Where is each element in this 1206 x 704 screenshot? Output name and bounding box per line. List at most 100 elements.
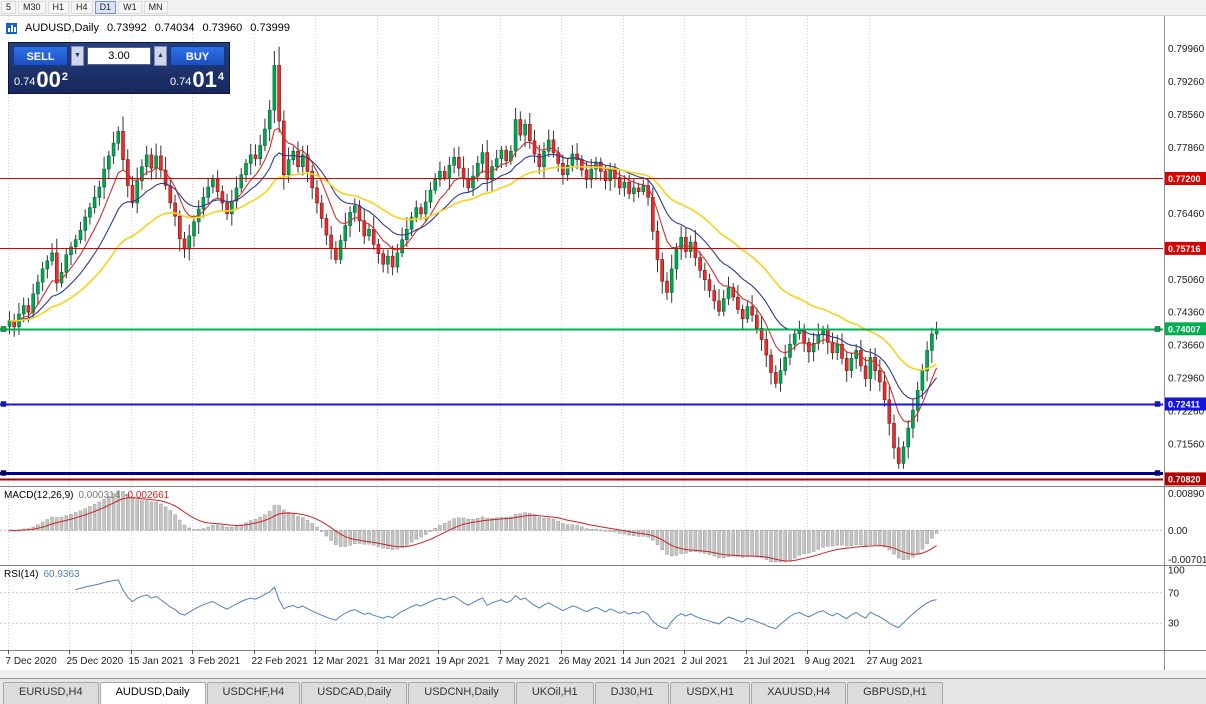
svg-text:0.00890: 0.00890	[1168, 489, 1205, 500]
volume-increase-button[interactable]: ▲	[154, 46, 167, 66]
moving-average-lines	[9, 127, 938, 424]
chart-icon	[6, 22, 17, 34]
line-handle-left[interactable]	[0, 401, 7, 407]
chart-tab-DJ30-H1[interactable]: DJ30,H1	[594, 682, 670, 704]
timeframe-button-H4[interactable]: H4	[71, 1, 93, 14]
ma-line-17	[9, 152, 938, 400]
svg-text:0.78560: 0.78560	[1168, 110, 1205, 121]
chart-tab-USDCNH-Daily[interactable]: USDCNH,Daily	[408, 682, 515, 704]
line-handle-left[interactable]	[0, 470, 7, 476]
svg-text:2 Jul 2021: 2 Jul 2021	[682, 656, 729, 667]
macd-signal-line	[9, 497, 937, 562]
timeframe-button-M30[interactable]: M30	[18, 1, 46, 14]
svg-text:0.72960: 0.72960	[1168, 374, 1205, 385]
svg-text:0.72411: 0.72411	[1168, 400, 1200, 410]
svg-text:0.75716: 0.75716	[1168, 244, 1201, 254]
svg-text:27 Aug 2021: 27 Aug 2021	[867, 656, 924, 667]
buy-price: 0.74 01 4	[169, 67, 224, 92]
svg-text:0.74007: 0.74007	[1168, 324, 1201, 334]
svg-text:0.79960: 0.79960	[1168, 44, 1205, 55]
volume-decrease-button[interactable]: ▼	[71, 46, 84, 66]
svg-text:0.77200: 0.77200	[1168, 174, 1201, 184]
rsi-indicator	[0, 579, 1163, 630]
timeframe-button-H1[interactable]: H1	[47, 1, 70, 14]
timeframe-button-MN[interactable]: MN	[143, 1, 168, 14]
price-tag-0.75716	[1165, 241, 1206, 255]
sell-button[interactable]: SELL	[13, 46, 68, 66]
rsi-line	[75, 579, 937, 630]
chart-tab-AUDUSD-Daily[interactable]: AUDUSD,Daily	[99, 682, 206, 704]
ohlc-low: 0.73960	[202, 22, 243, 34]
svg-text:0.77860: 0.77860	[1168, 143, 1205, 154]
svg-text:3 Feb 2021: 3 Feb 2021	[190, 656, 241, 667]
svg-text:0.73660: 0.73660	[1168, 341, 1205, 352]
svg-text:26 May 2021: 26 May 2021	[559, 656, 617, 667]
price-tag-0.74007	[1165, 322, 1206, 336]
ohlc-close: 0.73999	[250, 22, 291, 34]
triangle-up-icon: ▲	[157, 52, 164, 59]
svg-text:31 Mar 2021: 31 Mar 2021	[375, 656, 432, 667]
timeframe-button-W1[interactable]: W1	[118, 1, 142, 14]
chart-tab-UKOil-H1[interactable]: UKOil,H1	[515, 682, 594, 704]
symbol-label: AUDUSD,Daily	[25, 22, 99, 34]
svg-text:9 Aug 2021: 9 Aug 2021	[805, 656, 856, 667]
svg-text:70: 70	[1168, 588, 1180, 599]
svg-text:22 Feb 2021: 22 Feb 2021	[252, 656, 309, 667]
price-tag-0.70820	[1165, 472, 1206, 486]
price-tag-0.77200	[1165, 172, 1206, 185]
svg-text:0.79260: 0.79260	[1168, 77, 1205, 88]
svg-text:14 Jun 2021: 14 Jun 2021	[621, 656, 676, 667]
ma-line-34	[9, 165, 937, 371]
line-handle-right[interactable]	[1154, 326, 1161, 332]
ohlc-high: 0.74034	[154, 22, 195, 34]
svg-text:19 Apr 2021: 19 Apr 2021	[436, 656, 490, 667]
chart-window: 0.79960 0.79260 0.78560 0.77860 0.76460 0.750…	[0, 16, 1206, 678]
timeframe-button-5[interactable]: 5	[1, 1, 17, 14]
chart-tab-EURUSD-H4[interactable]: EURUSD,H4	[3, 682, 99, 704]
svg-text:0.76460: 0.76460	[1168, 209, 1205, 220]
svg-text:0.00: 0.00	[1168, 526, 1188, 537]
sell-price: 0.74 00 2	[14, 67, 69, 92]
chart-tab-USDCAD-Daily[interactable]: USDCAD,Daily	[301, 682, 408, 704]
line-handle-right[interactable]	[1154, 401, 1161, 407]
svg-text:0.72260: 0.72260	[1168, 407, 1205, 418]
bottom-strip	[0, 670, 1206, 678]
macd-indicator-label: MACD(12,26,9) 0.000314 -0.002661	[4, 490, 170, 501]
svg-text:25 Dec 2020: 25 Dec 2020	[67, 656, 124, 667]
candlestick-series	[7, 46, 939, 469]
svg-text:30: 30	[1168, 619, 1180, 630]
svg-text:0.74360: 0.74360	[1168, 308, 1205, 319]
one-click-trading-panel: SELL ▼ ▲ BUY 0.74 00 2 0.74 01	[8, 42, 230, 94]
price-tag-0.72411	[1165, 397, 1206, 411]
rsi-indicator-label: RSI(14) 60.9363	[4, 569, 80, 580]
svg-text:15 Jan 2021: 15 Jan 2021	[129, 656, 184, 667]
svg-text:-0.00701: -0.00701	[1168, 555, 1206, 566]
line-handle-right[interactable]	[1154, 470, 1161, 476]
chart-canvas[interactable]: 0.79960 0.79260 0.78560 0.77860 0.76460 0.750…	[0, 16, 1206, 678]
svg-text:0.75060: 0.75060	[1168, 275, 1205, 286]
ohlc-open: 0.73992	[106, 22, 147, 34]
svg-text:7 Dec 2020: 7 Dec 2020	[6, 656, 58, 667]
timeframe-button-D1[interactable]: D1	[94, 1, 117, 14]
chart-tab-USDCHF-H4[interactable]: USDCHF,H4	[206, 682, 301, 704]
volume-input[interactable]	[87, 47, 151, 65]
timeframe-toolbar: 5 M30 H1 H4 D1 W1 MN	[0, 0, 1206, 16]
macd-indicator	[0, 490, 1163, 563]
time-scale[interactable]: 7 Dec 2020 25 Dec 2020 15 Jan 2021 3 Feb 20…	[6, 650, 924, 667]
svg-text:100: 100	[1168, 566, 1185, 577]
horizontal-level-lines	[0, 178, 1163, 481]
svg-text:0.70820: 0.70820	[1168, 474, 1201, 484]
chart-tabs-bar: EURUSD,H4 AUDUSD,Daily USDCHF,H4 USDCAD,Dai…	[0, 678, 1206, 704]
chart-ohlc-header: AUDUSD,Daily 0.73992 0.74034 0.73960 0.7…	[6, 22, 290, 34]
svg-text:12 Mar 2021: 12 Mar 2021	[313, 656, 370, 667]
svg-text:0.71560: 0.71560	[1168, 440, 1205, 451]
buy-button[interactable]: BUY	[170, 46, 225, 66]
price-scale[interactable]: 0.79960 0.79260 0.78560 0.77860 0.76460 0.750…	[1164, 16, 1206, 670]
chart-tab-GBPUSD-H1[interactable]: GBPUSD,H1	[847, 682, 943, 704]
chart-tab-USDX-H1[interactable]: USDX,H1	[670, 682, 751, 704]
chart-tab-XAUUSD-H4[interactable]: XAUUSD,H4	[751, 682, 847, 704]
line-handle-left[interactable]	[0, 326, 7, 332]
svg-text:21 Jul 2021: 21 Jul 2021	[744, 656, 796, 667]
timeframe-buttons: 5 M30 H1 H4 D1 W1 MN	[1, 1, 170, 14]
